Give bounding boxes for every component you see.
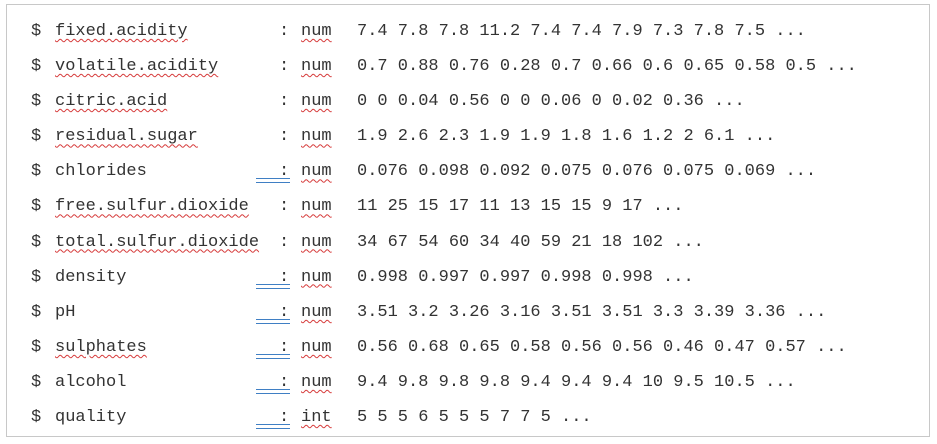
variable-row: $ pH : num 3.51 3.2 3.26 3.16 3.51 3.51 … (31, 295, 929, 330)
variable-row: $ volatile.acidity : num 0.7 0.88 0.76 0… (31, 49, 929, 84)
variable-name: sulphates (55, 337, 147, 357)
separator: : (279, 127, 290, 147)
separator: : (279, 372, 290, 392)
variable-type: num (301, 22, 332, 41)
variable-row: $ sulphates : num 0.56 0.68 0.65 0.58 0.… (31, 330, 929, 365)
row-prefix: $ (31, 337, 42, 357)
document-frame: $ fixed.acidity : num 7.4 7.8 7.8 11.2 7… (6, 4, 930, 437)
separator: : (279, 92, 290, 112)
variable-values: 5 5 5 6 5 5 5 7 7 5 ... (357, 408, 592, 428)
row-prefix: $ (31, 162, 42, 182)
separator: : (279, 22, 290, 41)
variable-name: pH (55, 302, 76, 322)
row-prefix: $ (31, 22, 42, 41)
double-space-marker (256, 283, 290, 289)
separator: : (279, 302, 290, 322)
variable-row: $ chlorides : num 0.076 0.098 0.092 0.07… (31, 154, 929, 189)
variable-name: total.sulfur.dioxide (55, 232, 260, 252)
variable-name: chlorides (55, 162, 147, 182)
variable-type: num (301, 197, 332, 217)
row-prefix: $ (31, 232, 42, 252)
variable-values: 34 67 54 60 34 40 59 21 18 102 ... (357, 232, 704, 252)
variable-name: volatile.acidity (55, 57, 219, 77)
double-space-marker (256, 424, 290, 430)
row-prefix: $ (31, 197, 42, 217)
variable-row: $ citric.acid : num 0 0 0.04 0.56 0 0 0.… (31, 84, 929, 119)
variable-values: 0.7 0.88 0.76 0.28 0.7 0.66 0.6 0.65 0.5… (357, 57, 857, 77)
row-prefix: $ (31, 127, 42, 147)
variable-type: num (301, 57, 332, 77)
structure-output: $ fixed.acidity : num 7.4 7.8 7.8 11.2 7… (31, 14, 929, 435)
row-prefix: $ (31, 372, 42, 392)
variable-name: citric.acid (55, 92, 168, 112)
variable-values: 7.4 7.8 7.8 11.2 7.4 7.4 7.9 7.3 7.8 7.5… (357, 22, 806, 41)
row-prefix: $ (31, 267, 42, 287)
variable-values: 9.4 9.8 9.8 9.8 9.4 9.4 9.4 10 9.5 10.5 … (357, 372, 796, 392)
variable-name: density (55, 267, 127, 287)
row-prefix: $ (31, 57, 42, 77)
separator: : (279, 408, 290, 428)
variable-name: alcohol (55, 372, 127, 392)
variable-row: $ density : num 0.998 0.997 0.997 0.998 … (31, 260, 929, 295)
variable-values: 0.076 0.098 0.092 0.075 0.076 0.075 0.06… (357, 162, 817, 182)
variable-type: num (301, 127, 332, 147)
separator: : (279, 337, 290, 357)
row-prefix: $ (31, 408, 42, 428)
variable-name: quality (55, 408, 127, 428)
separator: : (279, 57, 290, 77)
separator: : (279, 197, 290, 217)
variable-row: $ total.sulfur.dioxide : num 34 67 54 60… (31, 225, 929, 260)
row-prefix: $ (31, 302, 42, 322)
variable-type: num (301, 372, 332, 392)
variable-values: 11 25 15 17 11 13 15 15 9 17 ... (357, 197, 684, 217)
separator: : (279, 162, 290, 182)
variable-type: int (301, 408, 332, 428)
variable-name: fixed.acidity (55, 22, 188, 41)
variable-row: $ quality : int 5 5 5 6 5 5 5 7 7 5 ... (31, 400, 929, 435)
variable-values: 0 0 0.04 0.56 0 0 0.06 0 0.02 0.36 ... (357, 92, 745, 112)
variable-type: num (301, 232, 332, 252)
variable-name: residual.sugar (55, 127, 198, 147)
separator: : (279, 232, 290, 252)
double-space-marker (256, 353, 290, 359)
variable-type: num (301, 162, 332, 182)
variable-values: 3.51 3.2 3.26 3.16 3.51 3.51 3.3 3.39 3.… (357, 302, 827, 322)
variable-row: $ residual.sugar : num 1.9 2.6 2.3 1.9 1… (31, 119, 929, 154)
double-space-marker (256, 318, 290, 324)
variable-values: 0.998 0.997 0.997 0.998 0.998 ... (357, 267, 694, 287)
variable-values: 0.56 0.68 0.65 0.58 0.56 0.56 0.46 0.47 … (357, 337, 847, 357)
separator: : (279, 267, 290, 287)
row-prefix: $ (31, 92, 42, 112)
variable-name: free.sulfur.dioxide (55, 197, 249, 217)
variable-type: num (301, 92, 332, 112)
double-space-marker (256, 178, 290, 184)
variable-type: num (301, 302, 332, 322)
variable-type: num (301, 337, 332, 357)
variable-row: $ alcohol : num 9.4 9.8 9.8 9.8 9.4 9.4 … (31, 365, 929, 400)
double-space-marker (256, 388, 290, 394)
variable-row: $ free.sulfur.dioxide : num 11 25 15 17 … (31, 189, 929, 224)
variable-values: 1.9 2.6 2.3 1.9 1.9 1.8 1.6 1.2 2 6.1 ..… (357, 127, 776, 147)
variable-row: $ fixed.acidity : num 7.4 7.8 7.8 11.2 7… (31, 14, 929, 49)
variable-type: num (301, 267, 332, 287)
